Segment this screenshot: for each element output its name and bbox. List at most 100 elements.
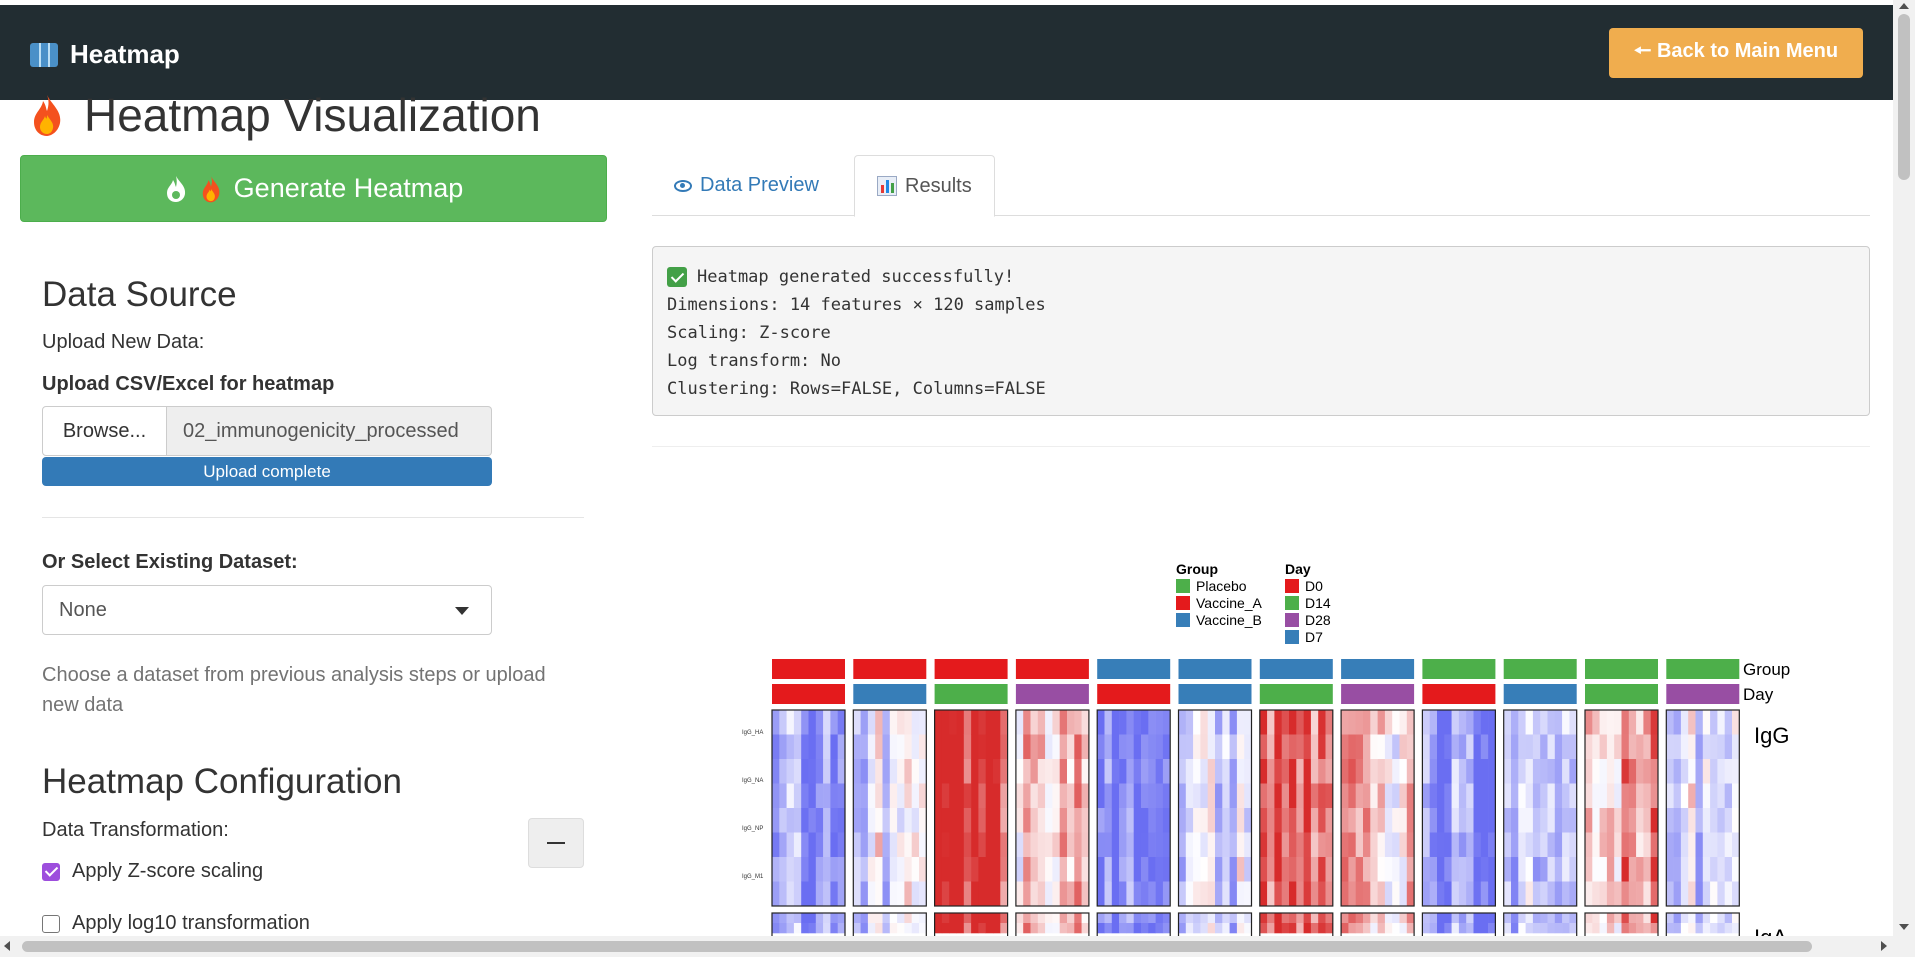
heatmap-cell: [1547, 710, 1556, 735]
heatmap-cell: [1310, 857, 1319, 882]
heatmap-cell: [1310, 783, 1319, 809]
heatmap-cell: [1348, 759, 1356, 784]
page-title-text: Heatmap Visualization: [84, 89, 541, 141]
heatmap-cell: [1081, 759, 1090, 784]
heatmap-cell: [779, 783, 787, 809]
group-annotation-cell: [1666, 659, 1740, 679]
scroll-left-icon[interactable]: [4, 941, 10, 951]
heatmap-cell: [1621, 710, 1630, 735]
heatmap-block-border: [934, 912, 1009, 937]
heatmap-cell: [1488, 783, 1496, 809]
scroll-right-icon[interactable]: [1881, 941, 1887, 951]
zscore-option[interactable]: Apply Z-score scaling: [42, 860, 263, 883]
heatmap-cell: [1547, 734, 1556, 760]
heatmap-cell: [1097, 857, 1105, 882]
heatmap-cell: [1384, 923, 1393, 934]
uploaded-file-name[interactable]: 02_immunogenicity_processed: [167, 406, 492, 456]
heatmap-cell: [956, 832, 965, 858]
heatmap-cell: [793, 923, 802, 934]
heatmap-cell: [808, 923, 817, 934]
heatmap-cell: [971, 808, 979, 833]
heatmap-cell: [978, 783, 986, 809]
heatmap-block-border: [771, 912, 846, 937]
heatmap-cell: [1059, 832, 1068, 858]
heatmap-cell: [1207, 710, 1216, 735]
heatmap-cell: [941, 923, 950, 934]
heatmap-cell: [1370, 808, 1378, 833]
heatmap-cell: [793, 710, 802, 735]
heatmap-cell: [1717, 808, 1725, 833]
vertical-scroll-thumb[interactable]: [1898, 14, 1910, 180]
heatmap-cell: [830, 881, 838, 907]
horizontal-scrollbar[interactable]: [0, 936, 1915, 957]
heatmap-cell: [1606, 808, 1615, 833]
heatmap-cell: [1488, 808, 1496, 833]
heatmap-cell: [1148, 759, 1156, 784]
day-annotation-cell: [1422, 684, 1496, 704]
heatmap-cell: [875, 857, 883, 882]
heatmap-cell: [1710, 759, 1718, 784]
log10-option[interactable]: Apply log10 transformation: [42, 912, 310, 935]
heatmap-cell: [1111, 832, 1120, 858]
heatmap-cell: [1621, 913, 1630, 924]
heatmap-cell: [963, 808, 972, 833]
heatmap-cell: [1518, 857, 1526, 882]
heatmap-cell: [1310, 759, 1319, 784]
collapse-button[interactable]: [528, 818, 584, 868]
heatmap-cell: [830, 783, 838, 809]
scroll-up-icon[interactable]: [1899, 3, 1909, 9]
heatmap-cell: [1067, 913, 1075, 924]
heatmap-cell: [786, 881, 795, 907]
horizontal-scroll-thumb[interactable]: [22, 941, 1812, 952]
heatmap-cell: [1511, 881, 1519, 907]
generate-heatmap-button[interactable]: Generate Heatmap: [20, 155, 607, 222]
heatmap-cell: [1104, 923, 1113, 934]
heatmap-cell: [808, 881, 817, 907]
heatmap-cell: [1267, 832, 1275, 858]
heatmap-cell: [1074, 857, 1082, 882]
heatmap-cell: [1562, 832, 1570, 858]
zscore-checkbox[interactable]: [42, 862, 60, 881]
heatmap-cell: [1511, 759, 1519, 784]
heatmap-cell: [1710, 734, 1718, 760]
heatmap-cell: [1585, 710, 1593, 735]
heatmap-cell: [1710, 857, 1718, 882]
heatmap-cell: [1621, 881, 1630, 907]
heatmap-cell: [1126, 710, 1134, 735]
heatmap-cell: [934, 808, 943, 833]
heatmap-cell: [1370, 783, 1378, 809]
heatmap-cell: [1614, 808, 1622, 833]
log10-checkbox[interactable]: [42, 914, 60, 933]
back-to-main-menu-button[interactable]: 🠔 Back to Main Menu: [1609, 28, 1863, 78]
heatmap-cell: [985, 857, 994, 882]
heatmap-cell: [1547, 923, 1556, 934]
tab-data-preview[interactable]: Data Preview: [652, 155, 841, 216]
existing-dataset-select[interactable]: None: [42, 585, 492, 635]
heatmap-cell: [1030, 783, 1039, 809]
heatmap-cell: [941, 857, 950, 882]
scroll-down-icon[interactable]: [1899, 924, 1909, 930]
heatmap-cell: [1488, 759, 1496, 784]
vertical-scrollbar[interactable]: [1893, 0, 1915, 936]
heatmap-cell: [1673, 832, 1682, 858]
heatmap-cell: [911, 857, 920, 882]
tab-results[interactable]: Results: [854, 155, 995, 217]
heatmap-cell: [1673, 857, 1682, 882]
heatmap-cell: [1554, 808, 1563, 833]
heatmap-cell: [1185, 808, 1194, 833]
heatmap-cell: [1274, 808, 1282, 833]
heatmap-cell: [1267, 808, 1275, 833]
heatmap-cell: [1030, 913, 1039, 924]
heatmap-cell: [1399, 783, 1408, 809]
heatmap-cell: [1193, 881, 1201, 907]
heatmap-cell: [1267, 783, 1275, 809]
heatmap-cell: [919, 923, 927, 934]
heatmap-cell: [786, 832, 795, 858]
heatmap-cell: [1348, 857, 1356, 882]
heatmap-cell: [1554, 759, 1563, 784]
heatmap-cell: [1562, 783, 1570, 809]
heatmap-cell: [830, 857, 838, 882]
heatmap-cell: [808, 759, 817, 784]
browse-button[interactable]: Browse...: [42, 406, 167, 456]
heatmap-cell: [1399, 734, 1408, 760]
